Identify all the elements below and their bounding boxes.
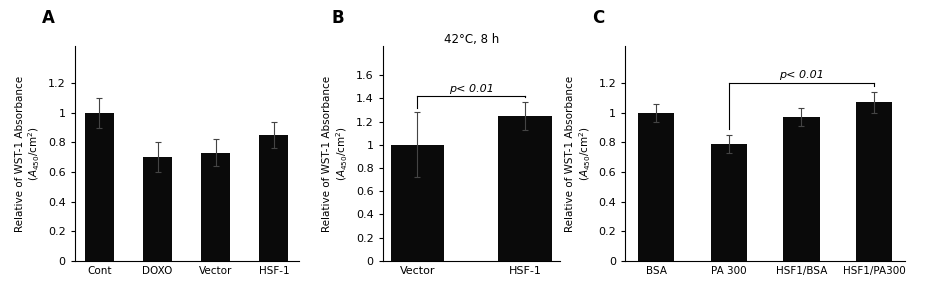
Bar	[202, 153, 230, 261]
Text: 42°C, 8 h: 42°C, 8 h	[443, 33, 499, 46]
Bar	[259, 135, 288, 261]
Text: p< 0.01: p< 0.01	[779, 70, 824, 80]
Bar	[783, 117, 819, 261]
Text: A: A	[42, 9, 55, 27]
Bar	[391, 145, 444, 261]
Bar	[856, 102, 892, 261]
Bar	[711, 144, 747, 261]
Y-axis label: Relative of WST-1 Absorbance
($A_{450}$/cm$^{2}$): Relative of WST-1 Absorbance ($A_{450}$/…	[323, 76, 350, 231]
Text: B: B	[331, 9, 344, 27]
Bar	[143, 157, 172, 261]
Text: C: C	[592, 9, 605, 27]
Y-axis label: Relative of WST-1 Absorbance
($A_{450}$/cm$^{2}$): Relative of WST-1 Absorbance ($A_{450}$/…	[15, 76, 42, 231]
Y-axis label: Relative of WST-1 Absorbance
($A_{450}$/cm$^{2}$): Relative of WST-1 Absorbance ($A_{450}$/…	[565, 76, 592, 231]
Bar	[638, 113, 675, 261]
Bar	[85, 113, 114, 261]
Text: p< 0.01: p< 0.01	[449, 84, 494, 94]
Bar	[498, 116, 551, 261]
